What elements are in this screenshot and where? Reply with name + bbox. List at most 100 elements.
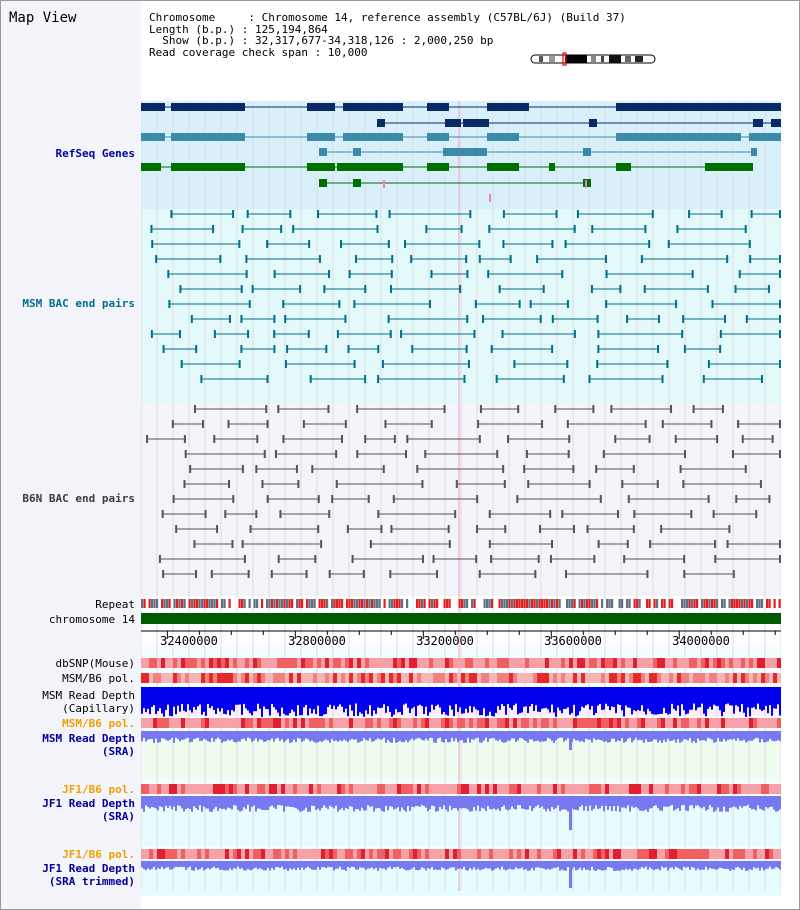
jf1-depth-sra-bar — [625, 796, 627, 809]
jf1-b6-pol-trim-cell — [625, 849, 629, 859]
jf1-depth-sra-bar — [349, 796, 351, 807]
msm-bac-pair-end — [246, 210, 249, 218]
msm-depth-capillary-bar — [681, 687, 683, 705]
jf1-b6-pol-trim-cell — [497, 849, 501, 859]
track-label-jf1-b6-pol[interactable]: JF1/B6 pol. — [62, 783, 135, 796]
msm-depth-capillary-bar — [775, 687, 777, 709]
msm-depth-sra-bar — [547, 731, 549, 738]
jf1-b6-pol-trim-cell — [665, 849, 669, 859]
msm-depth-sra-bar — [603, 731, 605, 742]
msm-depth-capillary-bar — [589, 687, 591, 710]
msm-depth-sra-bar — [327, 731, 329, 741]
msm-bac-pair-end — [702, 375, 705, 383]
repeat-mark — [596, 599, 599, 608]
repeat-mark — [611, 599, 614, 608]
dbsnp-cell — [597, 658, 601, 668]
jf1-b6-pol-trim-cell — [445, 849, 449, 859]
msm-bac-pair-end — [323, 285, 326, 293]
b6n-bac-pair-end — [421, 480, 424, 488]
msm-depth-capillary-bar — [659, 687, 661, 714]
msm-b6-pol-sra-cell — [641, 718, 645, 728]
jf1-b6-pol-cell — [277, 784, 281, 794]
jf1-depth-sra-bar — [667, 796, 669, 807]
jf1-b6-pol-trim-cell — [757, 849, 761, 859]
repeat-mark — [573, 599, 576, 608]
track-label-jf1-depth-sra[interactable]: JF1 Read Depth (SRA) — [42, 797, 135, 823]
msm-depth-sra-bar — [473, 731, 475, 740]
msm-depth-capillary-bar — [427, 687, 429, 716]
msm-b6-pol-cell — [545, 673, 549, 683]
msm-b6-pol-sra-cell — [217, 718, 221, 728]
repeat-mark — [638, 599, 641, 608]
jf1-b6-pol-cell — [213, 784, 217, 794]
jf1-depth-trim-bar — [735, 861, 737, 868]
jf1-depth-sra-bar — [247, 796, 249, 805]
msm-depth-sra-bar — [515, 731, 517, 742]
msm-bac-pair-end — [284, 315, 287, 323]
msm-depth-capillary-bar — [187, 687, 189, 705]
track-label-msm-b6-pol-sra[interactable]: MSM/B6 pol. — [62, 717, 135, 730]
track-label-b6n-bac[interactable]: B6N BAC end pairs — [22, 492, 135, 505]
repeat-mark — [593, 599, 596, 608]
msm-depth-sra-bar — [423, 731, 425, 741]
msm-bac-pair-end — [651, 210, 654, 218]
jf1-b6-pol-cell — [157, 784, 161, 794]
jf1-depth-trim-bar — [277, 861, 279, 867]
msm-bac-pair-end — [711, 300, 714, 308]
jf1-depth-trim-bar — [361, 861, 363, 868]
msm-depth-sra-bar — [499, 731, 501, 740]
repeat-mark — [326, 599, 329, 608]
msm-depth-sra-bar — [627, 731, 629, 739]
b6n-bac-pair-end — [158, 555, 161, 563]
dbsnp-cell — [549, 658, 553, 668]
jf1-depth-sra-bar — [473, 796, 475, 808]
chromosome-ideogram[interactable] — [529, 52, 657, 66]
msm-b6-pol-sra-cell — [377, 718, 381, 728]
jf1-depth-trim-bar — [443, 861, 445, 869]
msm-b6-pol-sra-cell — [345, 718, 349, 728]
msm-bac-pair-end — [410, 255, 413, 263]
msm-depth-capillary-bar — [777, 687, 779, 705]
jf1-depth-trim-bar — [225, 861, 227, 871]
msm-depth-sra-bar — [425, 731, 427, 739]
msm-bac-pair-end — [779, 255, 781, 263]
jf1-b6-pol-trim-cell — [457, 849, 461, 859]
jf1-depth-trim-bar — [603, 861, 605, 871]
msm-b6-pol-sra-cell — [321, 718, 325, 728]
jf1-b6-pol-cell — [401, 784, 405, 794]
msm-depth-capillary-bar — [421, 687, 423, 707]
track-label-jf1-b6-pol-trim[interactable]: JF1/B6 pol. — [62, 848, 135, 861]
msm-depth-capillary-bar — [583, 687, 585, 708]
msm-depth-capillary-bar — [193, 687, 195, 707]
msm-depth-sra-bar — [589, 731, 591, 740]
msm-b6-pol-cell — [429, 673, 433, 683]
b6n-bac-pair-end — [340, 435, 343, 443]
msm-bac-pair-end — [551, 240, 554, 248]
track-label-msm-depth-capillary[interactable]: MSM Read Depth (Capillary) — [42, 689, 135, 715]
msm-b6-pol-cell — [281, 673, 285, 683]
dbsnp-cell — [189, 658, 193, 668]
jf1-depth-trim-bar — [261, 861, 263, 870]
msm-b6-pol-sra-cell — [529, 718, 533, 728]
track-label-dbsnp[interactable]: dbSNP(Mouse) — [55, 657, 135, 670]
track-label-refseq[interactable]: RefSeq Genes — [55, 147, 135, 160]
repeat-mark — [503, 599, 506, 608]
msm-depth-sra-bar — [505, 731, 507, 743]
repeat-mark — [726, 599, 729, 608]
track-label-repeat[interactable]: Repeat — [95, 598, 135, 611]
b6n-bac-pair-end — [261, 480, 264, 488]
track-label-msm-depth-sra[interactable]: MSM Read Depth (SRA) — [42, 732, 135, 758]
repeat-mark — [716, 599, 719, 608]
dbsnp-cell — [525, 658, 529, 668]
repeat-mark — [163, 599, 166, 608]
track-label-msm-bac[interactable]: MSM BAC end pairs — [22, 297, 135, 310]
jf1-b6-pol-cell — [701, 784, 705, 794]
jf1-depth-sra-bar — [187, 796, 189, 809]
track-label-msm-b6-pol[interactable]: MSM/B6 pol. — [62, 672, 135, 685]
genome-tracks[interactable] — [141, 96, 781, 896]
jf1-depth-trim-bar — [191, 861, 193, 871]
msm-b6-pol-cell — [245, 673, 249, 683]
msm-b6-pol-sra-cell — [273, 718, 277, 728]
track-label-jf1-depth-trim[interactable]: JF1 Read Depth (SRA trimmed) — [42, 862, 135, 888]
msm-depth-capillary-bar — [601, 687, 603, 710]
